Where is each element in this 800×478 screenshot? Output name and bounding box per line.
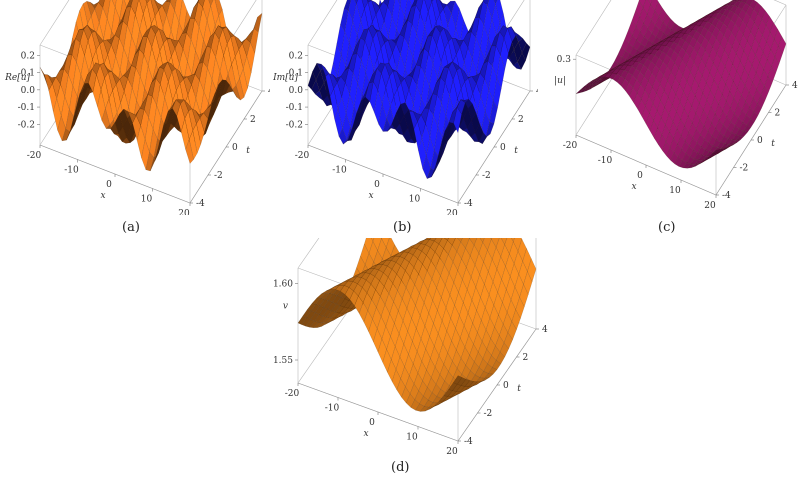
x-tick-label: 10 — [669, 186, 681, 196]
z-tick-label: 0.2 — [289, 51, 303, 61]
y-tick-label: 4 — [792, 81, 798, 91]
surface-plot-im-u: -20-1001020-4-2024-0.2-0.10.00.10.2xtIm[… — [268, 0, 542, 219]
x-tick-label: 10 — [409, 195, 421, 205]
surface-mesh — [297, 205, 537, 412]
surface-mesh — [39, 0, 263, 172]
x-tick-label: 10 — [141, 195, 153, 205]
z-axis-label: Re[u] — [4, 73, 30, 83]
x-tick-label: 0 — [374, 180, 380, 190]
y-tick-label: -4 — [464, 199, 473, 209]
x-tick-label: -20 — [563, 141, 578, 151]
y-tick-label: 2 — [775, 109, 781, 119]
x-axis-label: x — [368, 191, 373, 201]
z-axis-label: Im[u] — [272, 73, 298, 83]
z-tick-label: 0.0 — [289, 86, 304, 96]
surface-plot-re-u: -20-1001020-4-2024-0.2-0.10.00.10.2xtRe[… — [0, 0, 274, 219]
x-tick-label: 10 — [406, 433, 418, 443]
x-axis-label: x — [363, 429, 368, 439]
x-tick-label: 20 — [446, 209, 458, 215]
x-tick-label: -10 — [598, 156, 613, 166]
x-tick-label: 20 — [446, 447, 458, 457]
surface-svg: -20-1001020-4-2024-0.2-0.10.00.10.2xtIm[… — [272, 0, 542, 219]
y-tick-label: 2 — [518, 115, 524, 125]
y-tick-label: 2 — [250, 115, 256, 125]
x-tick-label: 20 — [704, 201, 716, 211]
y-tick-label: 0 — [757, 136, 763, 146]
surface-plot-v: -20 -10 0 10 20 -4 -2 0 2 4 1.55 1.60 x t v — [250, 155, 550, 458]
x-tick-label: -10 — [325, 404, 340, 414]
z-tick-label: 0.2 — [21, 51, 35, 61]
surface-mesh — [575, 0, 787, 169]
z-tick-label: 1.55 — [273, 356, 293, 366]
caption-d: (d) — [391, 460, 410, 475]
caption-a: (a) — [122, 220, 140, 235]
y-tick-label: 0 — [232, 143, 238, 153]
x-tick-label: 20 — [178, 209, 190, 215]
z-tick-label: -0.2 — [286, 120, 303, 130]
x-axis-label: x — [631, 182, 636, 192]
y-tick-label: -4 — [196, 199, 205, 209]
x-tick-label: -20 — [285, 389, 300, 399]
z-tick-label: -0.2 — [18, 120, 35, 130]
z-tick-label: -0.1 — [286, 103, 303, 113]
x-tick-label: 0 — [106, 180, 112, 190]
x-tick-label: -10 — [64, 166, 79, 176]
x-tick-label: 0 — [369, 418, 375, 428]
y-tick-label: -4 — [464, 437, 473, 447]
x-axis-label: x — [100, 191, 105, 201]
y-tick-label: 2 — [523, 353, 529, 363]
z-tick-label: 1.60 — [273, 279, 293, 289]
y-axis-label: t — [771, 139, 775, 149]
y-axis-label: t — [517, 384, 521, 394]
y-tick-label: -2 — [214, 171, 223, 181]
x-tick-label: -20 — [295, 151, 310, 161]
z-tick-label: -0.1 — [18, 103, 35, 113]
y-tick-label: 0 — [503, 381, 509, 391]
y-tick-label: 4 — [542, 325, 548, 335]
y-axis-label: t — [514, 146, 518, 156]
x-tick-label: -10 — [332, 166, 347, 176]
surface-mesh — [307, 0, 531, 180]
surface-svg: -20-1001020-4-2024-0.2-0.10.00.10.2xtRe[… — [4, 0, 274, 219]
y-tick-label: -2 — [482, 171, 491, 181]
y-tick-label: -2 — [740, 164, 749, 174]
caption-b: (b) — [393, 220, 412, 235]
y-axis-label: t — [246, 146, 250, 156]
z-axis-label: |u| — [554, 76, 566, 86]
z-axis-label: v — [283, 301, 288, 311]
x-tick-label: -20 — [27, 151, 42, 161]
y-tick-label: 0 — [500, 143, 506, 153]
y-tick-label: -4 — [722, 191, 731, 201]
y-tick-label: -2 — [484, 409, 493, 419]
x-tick-label: 0 — [637, 171, 643, 181]
z-tick-label: 0.0 — [21, 86, 36, 96]
z-tick-label: 0.3 — [557, 55, 572, 65]
caption-c: (c) — [658, 220, 676, 235]
z-tick-label: 0.1 — [21, 69, 35, 79]
surface-plot-abs-u: -20 -10 0 10 20 -4 -2 0 2 4 0.3 x t |u| — [536, 0, 800, 215]
z-tick-label: 0.1 — [289, 69, 303, 79]
